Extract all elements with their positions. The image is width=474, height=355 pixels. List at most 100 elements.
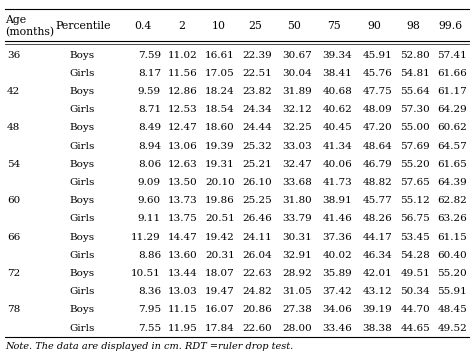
Text: 47.20: 47.20 bbox=[362, 123, 392, 132]
Text: Girls: Girls bbox=[69, 105, 94, 114]
Text: 48.82: 48.82 bbox=[362, 178, 392, 187]
Text: Girls: Girls bbox=[69, 69, 94, 78]
Text: 22.60: 22.60 bbox=[242, 323, 272, 333]
Text: Boys: Boys bbox=[69, 305, 94, 314]
Text: 61.17: 61.17 bbox=[437, 87, 467, 96]
Text: 60.40: 60.40 bbox=[437, 251, 467, 260]
Text: 52.80: 52.80 bbox=[400, 50, 430, 60]
Text: 18.07: 18.07 bbox=[205, 269, 235, 278]
Text: 61.15: 61.15 bbox=[437, 233, 467, 241]
Text: 36: 36 bbox=[7, 50, 20, 60]
Text: 40.06: 40.06 bbox=[322, 160, 352, 169]
Text: 46.79: 46.79 bbox=[362, 160, 392, 169]
Text: 57.65: 57.65 bbox=[400, 178, 430, 187]
Text: 54.28: 54.28 bbox=[400, 251, 430, 260]
Text: 22.63: 22.63 bbox=[242, 269, 272, 278]
Text: 45.77: 45.77 bbox=[362, 196, 392, 205]
Text: 12.86: 12.86 bbox=[168, 87, 198, 96]
Text: 10: 10 bbox=[211, 21, 226, 31]
Text: 8.94: 8.94 bbox=[138, 142, 161, 151]
Text: 49.52: 49.52 bbox=[437, 323, 467, 333]
Text: 8.17: 8.17 bbox=[138, 69, 161, 78]
Text: 64.29: 64.29 bbox=[437, 105, 467, 114]
Text: 7.59: 7.59 bbox=[138, 50, 161, 60]
Text: 11.15: 11.15 bbox=[168, 305, 198, 314]
Text: Boys: Boys bbox=[69, 87, 94, 96]
Text: Boys: Boys bbox=[69, 160, 94, 169]
Text: 56.75: 56.75 bbox=[400, 214, 430, 223]
Text: 60: 60 bbox=[7, 196, 20, 205]
Text: Boys: Boys bbox=[69, 269, 94, 278]
Text: 90: 90 bbox=[367, 21, 381, 31]
Text: Girls: Girls bbox=[69, 251, 94, 260]
Text: 18.54: 18.54 bbox=[205, 105, 235, 114]
Text: 11.56: 11.56 bbox=[168, 69, 198, 78]
Text: 33.79: 33.79 bbox=[282, 214, 312, 223]
Text: 20.86: 20.86 bbox=[242, 305, 272, 314]
Text: 11.29: 11.29 bbox=[131, 233, 161, 241]
Text: 57.41: 57.41 bbox=[437, 50, 467, 60]
Text: 44.70: 44.70 bbox=[400, 305, 430, 314]
Text: 57.30: 57.30 bbox=[400, 105, 430, 114]
Text: 75: 75 bbox=[327, 21, 341, 31]
Text: 40.02: 40.02 bbox=[322, 251, 352, 260]
Text: 16.07: 16.07 bbox=[205, 305, 235, 314]
Text: 62.82: 62.82 bbox=[437, 196, 467, 205]
Text: 11.02: 11.02 bbox=[168, 50, 198, 60]
Text: 20.31: 20.31 bbox=[205, 251, 235, 260]
Text: 40.62: 40.62 bbox=[322, 105, 352, 114]
Text: 13.44: 13.44 bbox=[168, 269, 198, 278]
Text: 38.41: 38.41 bbox=[322, 69, 352, 78]
Text: 13.50: 13.50 bbox=[168, 178, 198, 187]
Text: 8.49: 8.49 bbox=[138, 123, 161, 132]
Text: 13.03: 13.03 bbox=[168, 287, 198, 296]
Text: 13.60: 13.60 bbox=[168, 251, 198, 260]
Text: 12.47: 12.47 bbox=[168, 123, 198, 132]
Text: 44.17: 44.17 bbox=[362, 233, 392, 241]
Text: 17.84: 17.84 bbox=[205, 323, 235, 333]
Text: 72: 72 bbox=[7, 269, 20, 278]
Text: 18.60: 18.60 bbox=[205, 123, 235, 132]
Text: 8.36: 8.36 bbox=[138, 287, 161, 296]
Text: 55.64: 55.64 bbox=[400, 87, 430, 96]
Text: 19.39: 19.39 bbox=[205, 142, 235, 151]
Text: 38.91: 38.91 bbox=[322, 196, 352, 205]
Text: Boys: Boys bbox=[69, 50, 94, 60]
Text: 22.51: 22.51 bbox=[242, 69, 272, 78]
Text: 48.09: 48.09 bbox=[362, 105, 392, 114]
Text: 10.51: 10.51 bbox=[131, 269, 161, 278]
Text: 17.05: 17.05 bbox=[205, 69, 235, 78]
Text: 20.51: 20.51 bbox=[205, 214, 235, 223]
Text: 25.32: 25.32 bbox=[242, 142, 272, 151]
Text: 19.47: 19.47 bbox=[205, 287, 235, 296]
Text: 25: 25 bbox=[248, 21, 263, 31]
Text: 9.60: 9.60 bbox=[138, 196, 161, 205]
Text: 61.65: 61.65 bbox=[437, 160, 467, 169]
Text: 30.31: 30.31 bbox=[282, 233, 312, 241]
Text: 64.39: 64.39 bbox=[437, 178, 467, 187]
Text: 19.86: 19.86 bbox=[205, 196, 235, 205]
Text: 39.19: 39.19 bbox=[362, 305, 392, 314]
Text: Girls: Girls bbox=[69, 214, 94, 223]
Text: 24.34: 24.34 bbox=[242, 105, 272, 114]
Text: 14.47: 14.47 bbox=[168, 233, 198, 241]
Text: 16.61: 16.61 bbox=[205, 50, 235, 60]
Text: 7.55: 7.55 bbox=[138, 323, 161, 333]
Text: 25.25: 25.25 bbox=[242, 196, 272, 205]
Text: 37.36: 37.36 bbox=[322, 233, 352, 241]
Text: 64.57: 64.57 bbox=[437, 142, 467, 151]
Text: (months): (months) bbox=[5, 27, 54, 37]
Text: 40.45: 40.45 bbox=[322, 123, 352, 132]
Text: 2: 2 bbox=[178, 21, 185, 31]
Text: 26.10: 26.10 bbox=[242, 178, 272, 187]
Text: 41.73: 41.73 bbox=[322, 178, 352, 187]
Text: 49.51: 49.51 bbox=[400, 269, 430, 278]
Text: 53.45: 53.45 bbox=[400, 233, 430, 241]
Text: 24.44: 24.44 bbox=[242, 123, 272, 132]
Text: 41.34: 41.34 bbox=[322, 142, 352, 151]
Text: 31.05: 31.05 bbox=[282, 287, 312, 296]
Text: 33.46: 33.46 bbox=[322, 323, 352, 333]
Text: 9.59: 9.59 bbox=[138, 87, 161, 96]
Text: 48.64: 48.64 bbox=[362, 142, 392, 151]
Text: 39.34: 39.34 bbox=[322, 50, 352, 60]
